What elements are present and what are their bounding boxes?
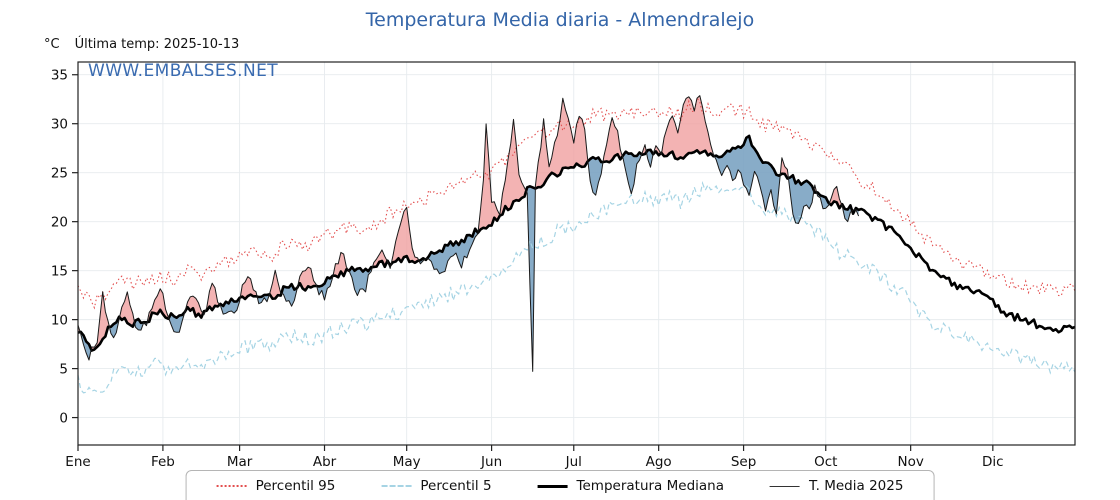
svg-text:25: 25 [51,165,68,181]
svg-text:Ago: Ago [646,454,672,470]
p95-line-swatch-icon [216,485,247,487]
svg-text:15: 15 [51,263,68,279]
legend-item-percentil5: Percentil 5 [381,478,492,494]
svg-text:Nov: Nov [897,454,923,470]
svg-text:Feb: Feb [151,454,175,470]
p5-line-swatch-icon [381,485,412,487]
legend-item-percentil95: Percentil 95 [216,478,336,494]
svg-text:5: 5 [59,361,68,377]
svg-text:Mar: Mar [227,454,253,470]
svg-text:Ene: Ene [65,454,90,470]
svg-text:Oct: Oct [814,454,837,470]
chart-header: °C Última temp: 2025-10-13 [44,37,239,52]
svg-text:Abr: Abr [313,454,337,470]
svg-text:10: 10 [51,312,68,328]
median-line-swatch-icon [537,484,568,488]
legend-label: Temperatura Mediana [576,478,724,494]
svg-text:20: 20 [51,214,68,230]
svg-text:Jul: Jul [565,454,582,470]
svg-text:May: May [393,454,421,470]
legend-label: Percentil 5 [420,478,492,494]
unit-label: °C [44,37,60,52]
svg-text:30: 30 [51,116,68,132]
svg-text:Sep: Sep [731,454,756,470]
legend-item-tmedia2025: T. Media 2025 [770,478,903,494]
svg-text:0: 0 [59,410,68,426]
legend-label: T. Media 2025 [809,478,904,494]
t2025-line-swatch-icon [770,485,800,487]
page-title: Temperatura Media diaria - Almendralejo [365,9,755,31]
watermark: WWW.EMBALSES.NET [88,61,279,81]
legend-item-mediana: Temperatura Mediana [537,478,724,494]
legend: Percentil 95 Percentil 5 Temperatura Med… [185,470,935,500]
svg-text:Jun: Jun [480,454,502,470]
svg-text:Dic: Dic [982,454,1004,470]
svg-text:35: 35 [51,67,68,83]
last-temp-label: Última temp: 2025-10-13 [74,37,240,52]
legend-label: Percentil 95 [255,478,336,494]
